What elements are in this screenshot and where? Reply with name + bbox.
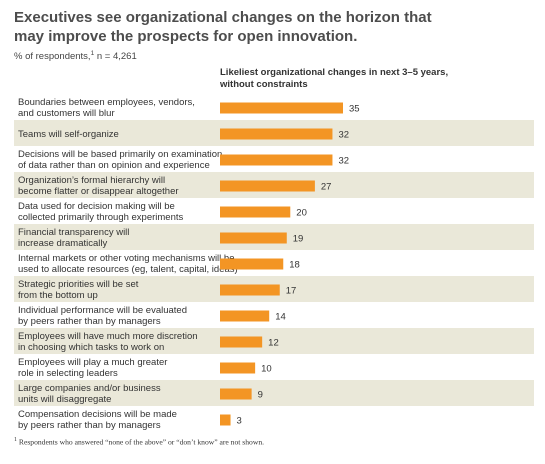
row-band bbox=[14, 380, 534, 406]
bar bbox=[220, 258, 284, 270]
bar bbox=[220, 336, 263, 348]
value-label: 9 bbox=[258, 390, 263, 401]
category-label: Decisions will be based primarily on exa… bbox=[18, 149, 222, 171]
bar bbox=[220, 102, 343, 114]
bar bbox=[220, 232, 287, 244]
column-header-line-2: without constraints bbox=[220, 79, 308, 90]
category-label: Financial transparency will increase dram… bbox=[18, 227, 129, 249]
category-label: Organization’s formal hierarchy will beco… bbox=[18, 175, 179, 197]
category-label: Large companies and/or business units wil… bbox=[18, 383, 161, 405]
value-label: 17 bbox=[286, 286, 297, 297]
chart-title-line-2: may improve the prospects for open innov… bbox=[14, 28, 358, 45]
bar bbox=[220, 414, 231, 426]
category-label: Data used for decision making will be col… bbox=[18, 201, 184, 223]
value-label: 32 bbox=[338, 156, 349, 167]
bar bbox=[220, 362, 256, 374]
bar bbox=[220, 128, 333, 140]
chart-title-line-1: Executives see organizational changes on… bbox=[14, 9, 432, 26]
value-label: 35 bbox=[349, 104, 360, 115]
category-label: Employees will play a much greater role i… bbox=[18, 357, 167, 379]
category-label: Internal markets or other voting mechani… bbox=[18, 253, 238, 275]
value-label: 3 bbox=[237, 416, 242, 427]
value-label: 18 bbox=[289, 260, 300, 271]
footnote-text: Respondents who answered “none of the ab… bbox=[17, 437, 265, 447]
category-label: Individual performance will be evaluated… bbox=[18, 305, 187, 327]
footnote: 1 Respondents who answered “none of the … bbox=[14, 437, 264, 447]
category-label: Teams will self-organize bbox=[18, 129, 119, 140]
bar bbox=[220, 180, 315, 192]
bar bbox=[220, 206, 291, 218]
bar-chart: Boundaries between employees, vendors, an… bbox=[14, 97, 534, 431]
subtitle-text: % of respondents, bbox=[14, 51, 91, 63]
value-label: 10 bbox=[261, 364, 272, 375]
bar bbox=[220, 388, 252, 400]
value-label: 32 bbox=[338, 130, 349, 141]
subtitle-footnote-marker: 1 bbox=[90, 50, 95, 57]
chart-subtitle: % of respondents,1 n = 4,261 bbox=[14, 50, 137, 62]
bar bbox=[220, 284, 280, 296]
column-header-line-1: Likeliest organizational changes in next… bbox=[220, 67, 449, 78]
footnote-marker: 1 bbox=[14, 437, 17, 443]
value-label: 19 bbox=[293, 234, 304, 245]
category-label: Boundaries between employees, vendors, an… bbox=[18, 97, 195, 119]
column-header: Likeliest organizational changes in next… bbox=[220, 67, 520, 91]
category-label: Strategic priorities will be set from the… bbox=[18, 279, 139, 301]
bar bbox=[220, 154, 333, 166]
chart-title: Executives see organizational changes on… bbox=[14, 8, 534, 46]
value-label: 20 bbox=[296, 208, 307, 219]
value-label: 14 bbox=[275, 312, 286, 323]
category-label: Compensation decisions will be made by pe… bbox=[18, 409, 177, 431]
category-label: Employees will have much more discretion… bbox=[18, 331, 198, 353]
row-band bbox=[14, 328, 534, 354]
sample-size: n = 4,261 bbox=[94, 51, 137, 63]
value-label: 27 bbox=[321, 182, 332, 193]
bar bbox=[220, 310, 270, 322]
value-label: 12 bbox=[268, 338, 279, 349]
